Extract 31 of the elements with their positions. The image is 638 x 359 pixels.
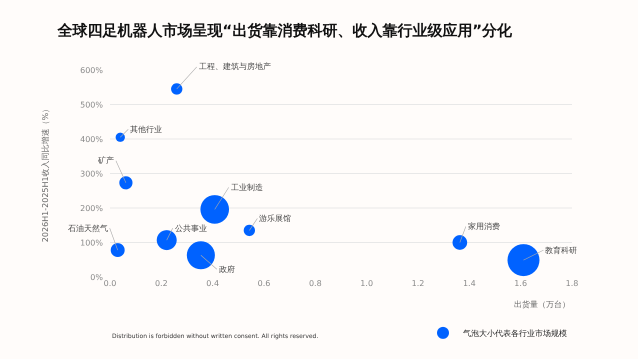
y-tick-label: 600% [80,66,104,75]
x-tick-label: 1.2 [412,279,424,288]
y-tick-label: 300% [80,169,104,178]
x-tick-label: 0.2 [154,279,168,288]
annotation: 工程、建筑与房地产 [199,62,271,71]
annotation: 公共事业 [175,224,207,233]
annotation: 石油天然气 [68,224,108,233]
y-tick-label: 0% [90,272,104,282]
y-tick-label: 100% [80,238,104,248]
x-tick-label: 1.0 [360,279,374,288]
x-tick-label: 0.6 [258,279,270,288]
y-axis-title: 2026H1-2025H1收入同比增速（%） [40,104,50,242]
annotation: 游乐展馆 [259,214,291,223]
annotation: 政府 [219,265,235,274]
x-tick-label: 0.0 [104,279,116,288]
y-tick-label: 500% [80,100,104,110]
y-tick-label: 400% [80,134,104,144]
x-axis-title: 出货量（万台） [514,300,570,309]
y-tick-label: 200% [80,204,104,213]
x-tick-label: 1.8 [566,279,578,288]
x-tick-label: 0.4 [206,279,220,288]
annotation: 其他行业 [130,125,162,134]
x-tick-label: 1.6 [514,279,528,288]
x-tick-label: 0.8 [308,279,322,288]
x-tick-label: 1.4 [462,279,476,288]
legend-label: 气泡大小代表各行业市场规模 [463,329,567,338]
chart-title: 全球四足机器人市场呈现“出货靠消费科研、收入靠行业级应用”分化 [56,22,514,40]
annotation: 教育科研 [545,246,577,255]
annotation: 矿产 [97,156,114,165]
annotation: 家用消费 [468,222,500,231]
annotation: 工业制造 [231,183,263,192]
